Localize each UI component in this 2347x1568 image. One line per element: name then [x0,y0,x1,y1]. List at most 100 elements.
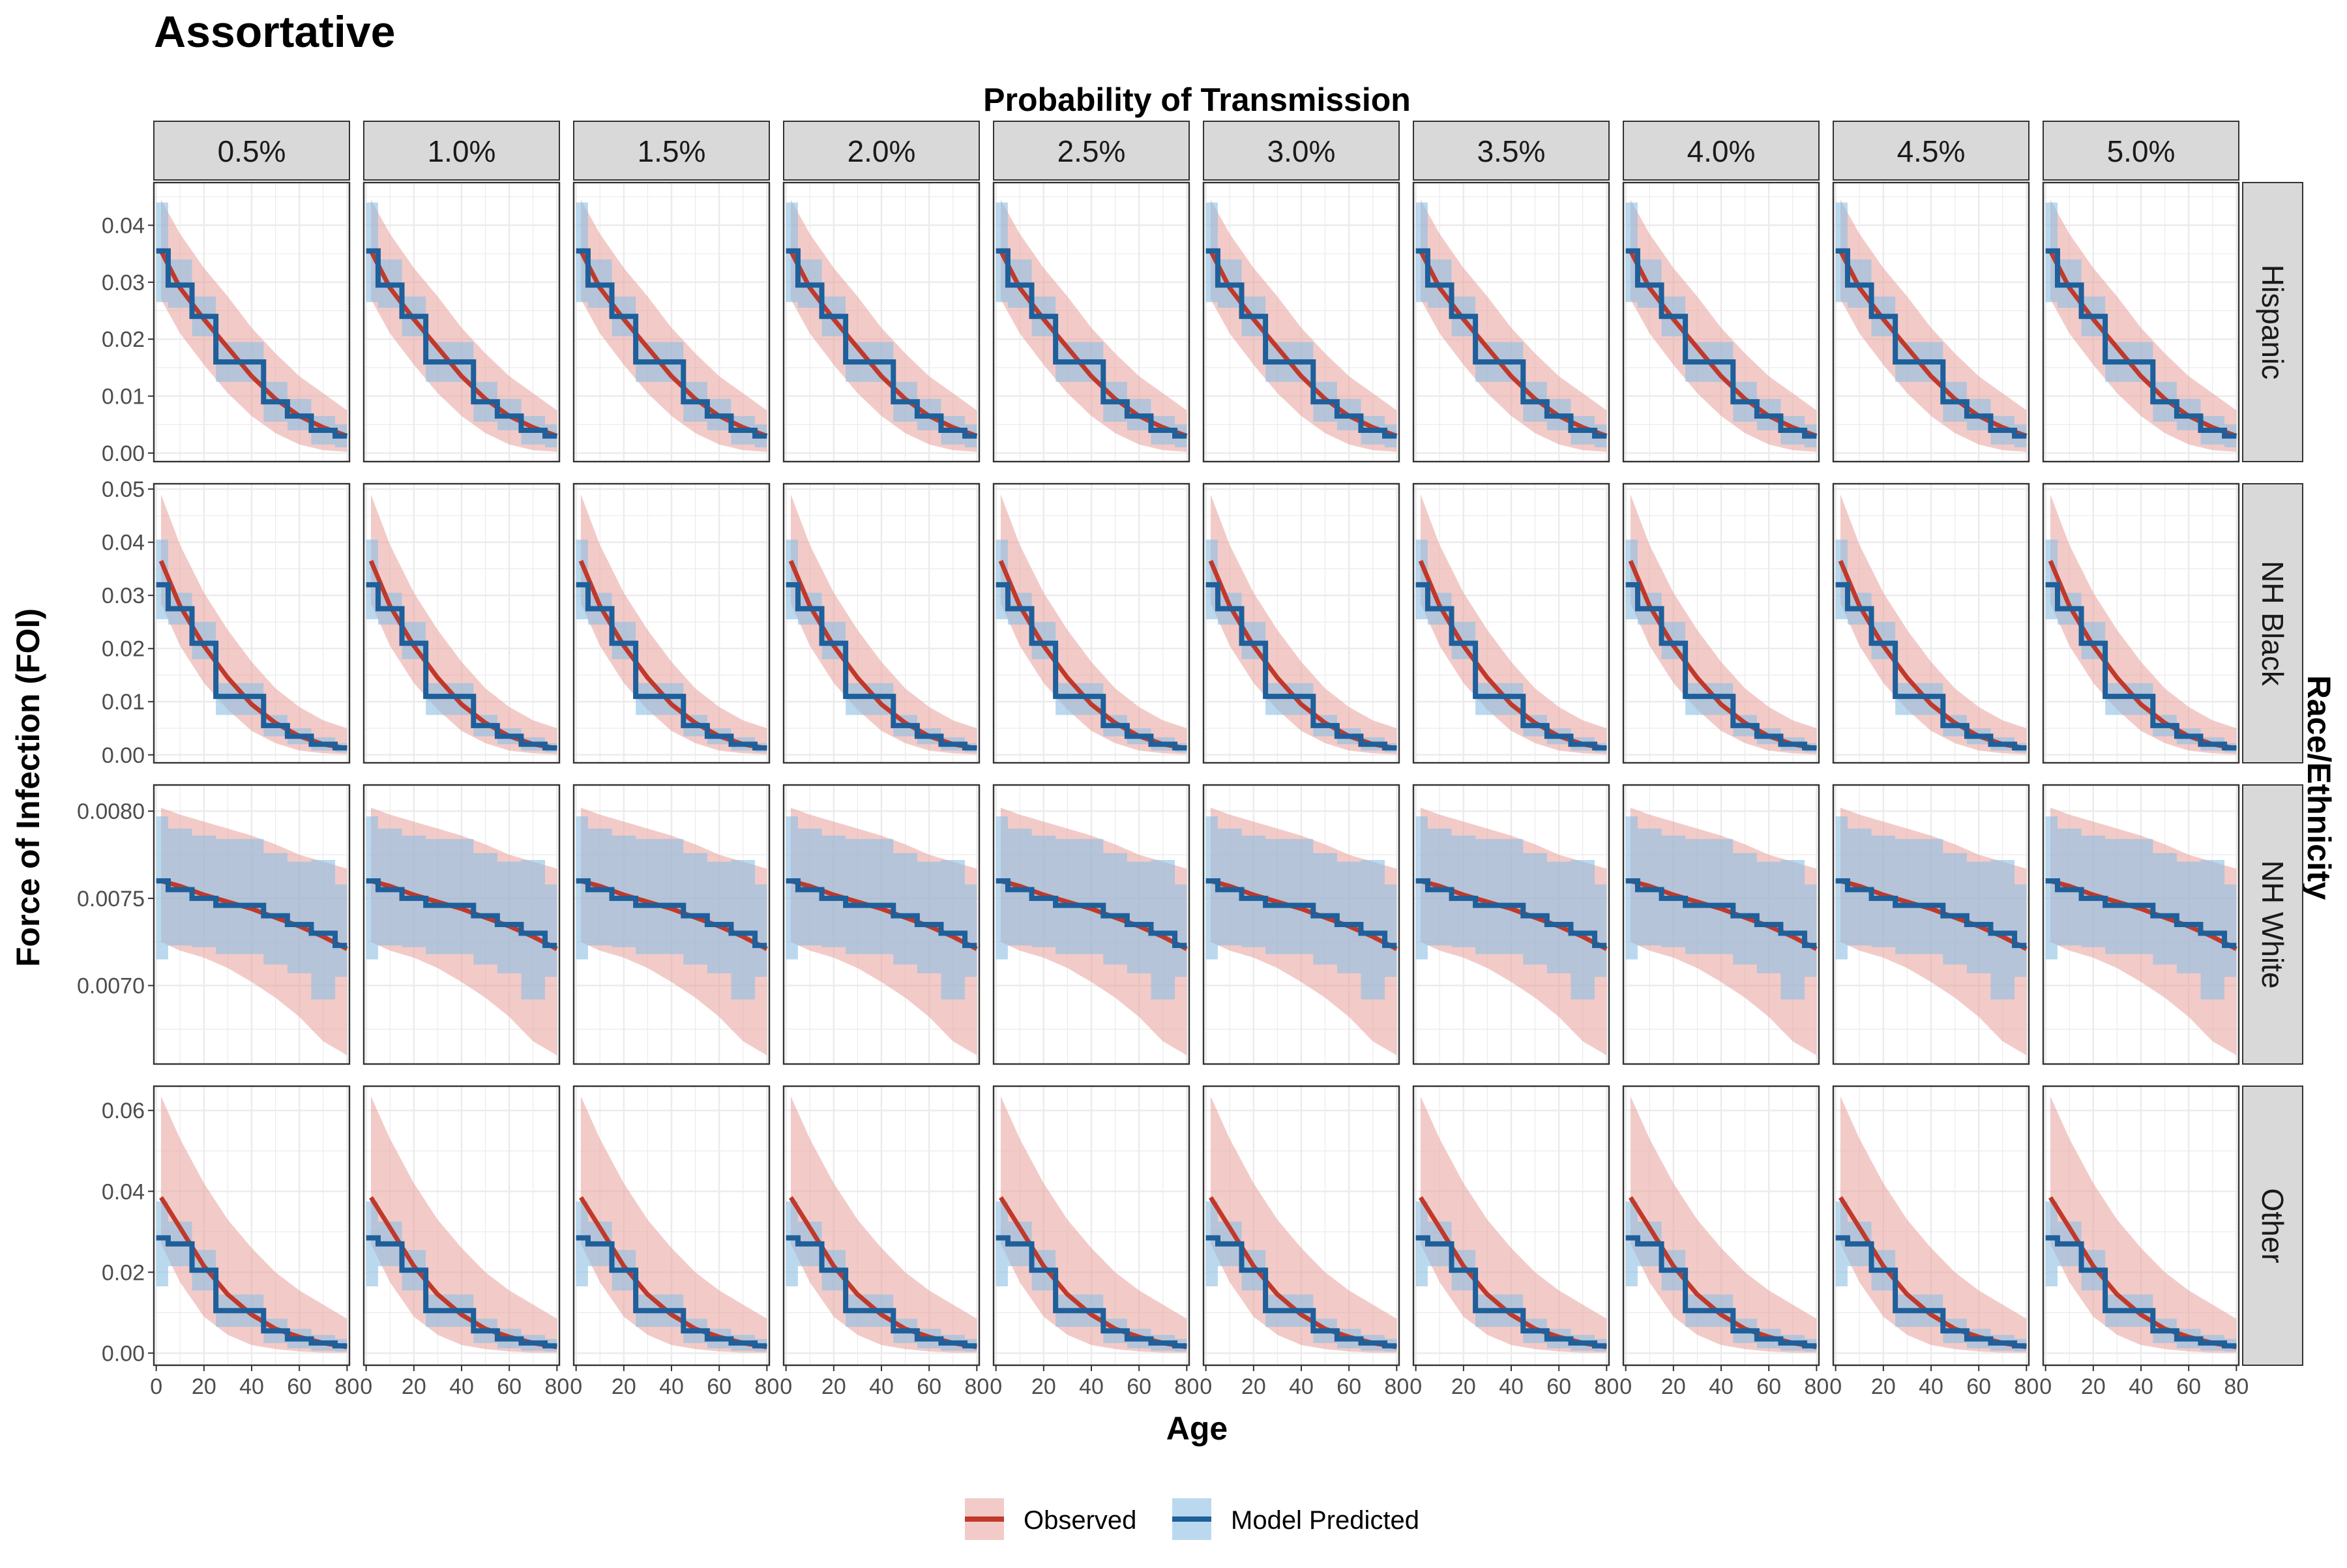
panel-border [362,482,561,764]
observed-line [1418,559,1607,751]
x-tick-label: 80 [1174,1374,1199,1399]
x-tick-label: 60 [2176,1374,2201,1399]
panel-border [1622,482,1820,764]
predicted-step-line [156,878,347,949]
x-tick-label: 40 [1919,1374,1943,1399]
observed-ci-band [580,200,767,452]
panel-border [992,181,1190,463]
panel-other-2-5: 0 20 40 60 80 [990,1085,1199,1399]
predicted-ci-band [996,539,1187,752]
x-tick-label: 80 [964,1374,989,1399]
x-tick-label: 80 [2014,1374,2039,1399]
predicted-step-line [576,248,767,439]
panel-border [1622,181,1820,463]
panel-grid: 0.5% 1.0% 1.5% 2.0% 2.5% 3.0% 3.5% 4.0% 4.5% 5.0%… [77,121,2303,1399]
panel-nh-white-2-0 [782,784,981,1065]
predicted-ci-band [576,202,767,448]
x-tick-label: 0 [2039,1374,2052,1399]
predicted-ci-band [366,1201,557,1352]
column-facet-title: Probability of Transmission [983,81,1411,118]
observed-line [158,250,348,438]
predicted-step-line [1625,582,1817,751]
x-tick-label: 20 [1661,1374,1686,1399]
x-tick-label: 0 [1200,1374,1212,1399]
column-strip-1-5 [573,121,770,181]
predicted-ci-band [1625,539,1817,752]
legend-label-observed: Observed [1024,1506,1136,1535]
panel-hispanic-0-5 [153,181,351,463]
x-tick-label: 80 [1384,1374,1409,1399]
column-strip-label: 4.5% [1897,134,1966,168]
predicted-step-line [1835,248,2027,439]
predicted-ci-band [996,1201,1187,1352]
observed-ci-band [1210,200,1397,452]
predicted-step-line [1625,878,1817,949]
observed-ci-band [2050,200,2237,452]
predicted-ci-band [2045,202,2237,448]
predicted-ci-band [996,202,1187,448]
panel-other-2-0: 0 20 40 60 80 [780,1085,989,1399]
panel-border [992,784,1190,1065]
row-strip-other [2242,1086,2303,1366]
panel-border [572,181,771,463]
predicted-ci-band [1415,1201,1607,1352]
panel-nh-white-4-5 [1832,784,2030,1065]
panel-nh-black-2-5 [992,482,1190,764]
observed-ci-band [1420,200,1607,452]
predicted-ci-band [366,202,557,448]
observed-line [1628,250,1818,438]
column-strip-4-5 [1833,121,2030,181]
predicted-step-line [1625,1235,1817,1349]
x-tick-label: 0 [1619,1374,1632,1399]
observed-line [1628,559,1817,751]
column-strip-4-0 [1623,121,1820,181]
x-tick-label: 20 [402,1374,426,1399]
panel-nh-white-1-0 [362,784,561,1065]
column-strip-0-5 [153,121,350,181]
x-tick-label: 60 [1756,1374,1781,1399]
predicted-step-line [996,878,1187,949]
observed-ci-band [370,200,557,452]
panel-border [1832,784,2030,1065]
predicted-step-line [1205,582,1397,751]
y-tick-label: 0.01 [102,690,145,715]
x-tick-label: 60 [1546,1374,1571,1399]
predicted-ci-band [1835,1201,2027,1352]
panel-other-3-5: 0 20 40 60 80 [1410,1085,1619,1399]
row-strip-label: Hispanic [2256,265,2290,379]
predicted-ci-band [1835,202,2027,448]
predicted-step-line [1835,878,2027,949]
x-tick-label: 60 [287,1374,312,1399]
observed-line [2048,250,2237,438]
x-tick-label: 0 [990,1374,1002,1399]
panel-border [153,784,351,1065]
x-tick-label: 60 [917,1374,941,1399]
x-tick-label: 80 [1594,1374,1619,1399]
predicted-ci-band [786,539,977,752]
panel-hispanic-1-0 [362,181,561,463]
panel-border [153,181,351,463]
column-strip-2-0 [783,121,980,181]
predicted-ci-band [2045,539,2237,752]
x-tick-label: 80 [334,1374,359,1399]
y-tick-label: 0.03 [102,584,145,608]
y-tick-label: 0.0080 [77,799,145,824]
x-tick-label: 20 [2081,1374,2106,1399]
y-tick-label: 0.02 [102,327,145,352]
predicted-step-line [2045,878,2237,949]
panel-other-4-0: 0 20 40 60 80 [1619,1085,1829,1399]
observed-line [368,250,558,438]
x-tick-label: 20 [1451,1374,1476,1399]
x-tick-label: 40 [1709,1374,1734,1399]
predicted-step-line [576,1235,767,1349]
panel-border [572,482,771,764]
predicted-step-line [2045,582,2237,751]
panel-hispanic-3-5 [1412,181,1610,463]
predicted-step-line [1415,1235,1607,1349]
panel-border [2042,181,2240,463]
panel-border [782,482,981,764]
column-strip-1-0 [363,121,560,181]
panel-other-1-0: 0 20 40 60 80 [360,1085,569,1399]
observed-ci-band [790,200,977,452]
